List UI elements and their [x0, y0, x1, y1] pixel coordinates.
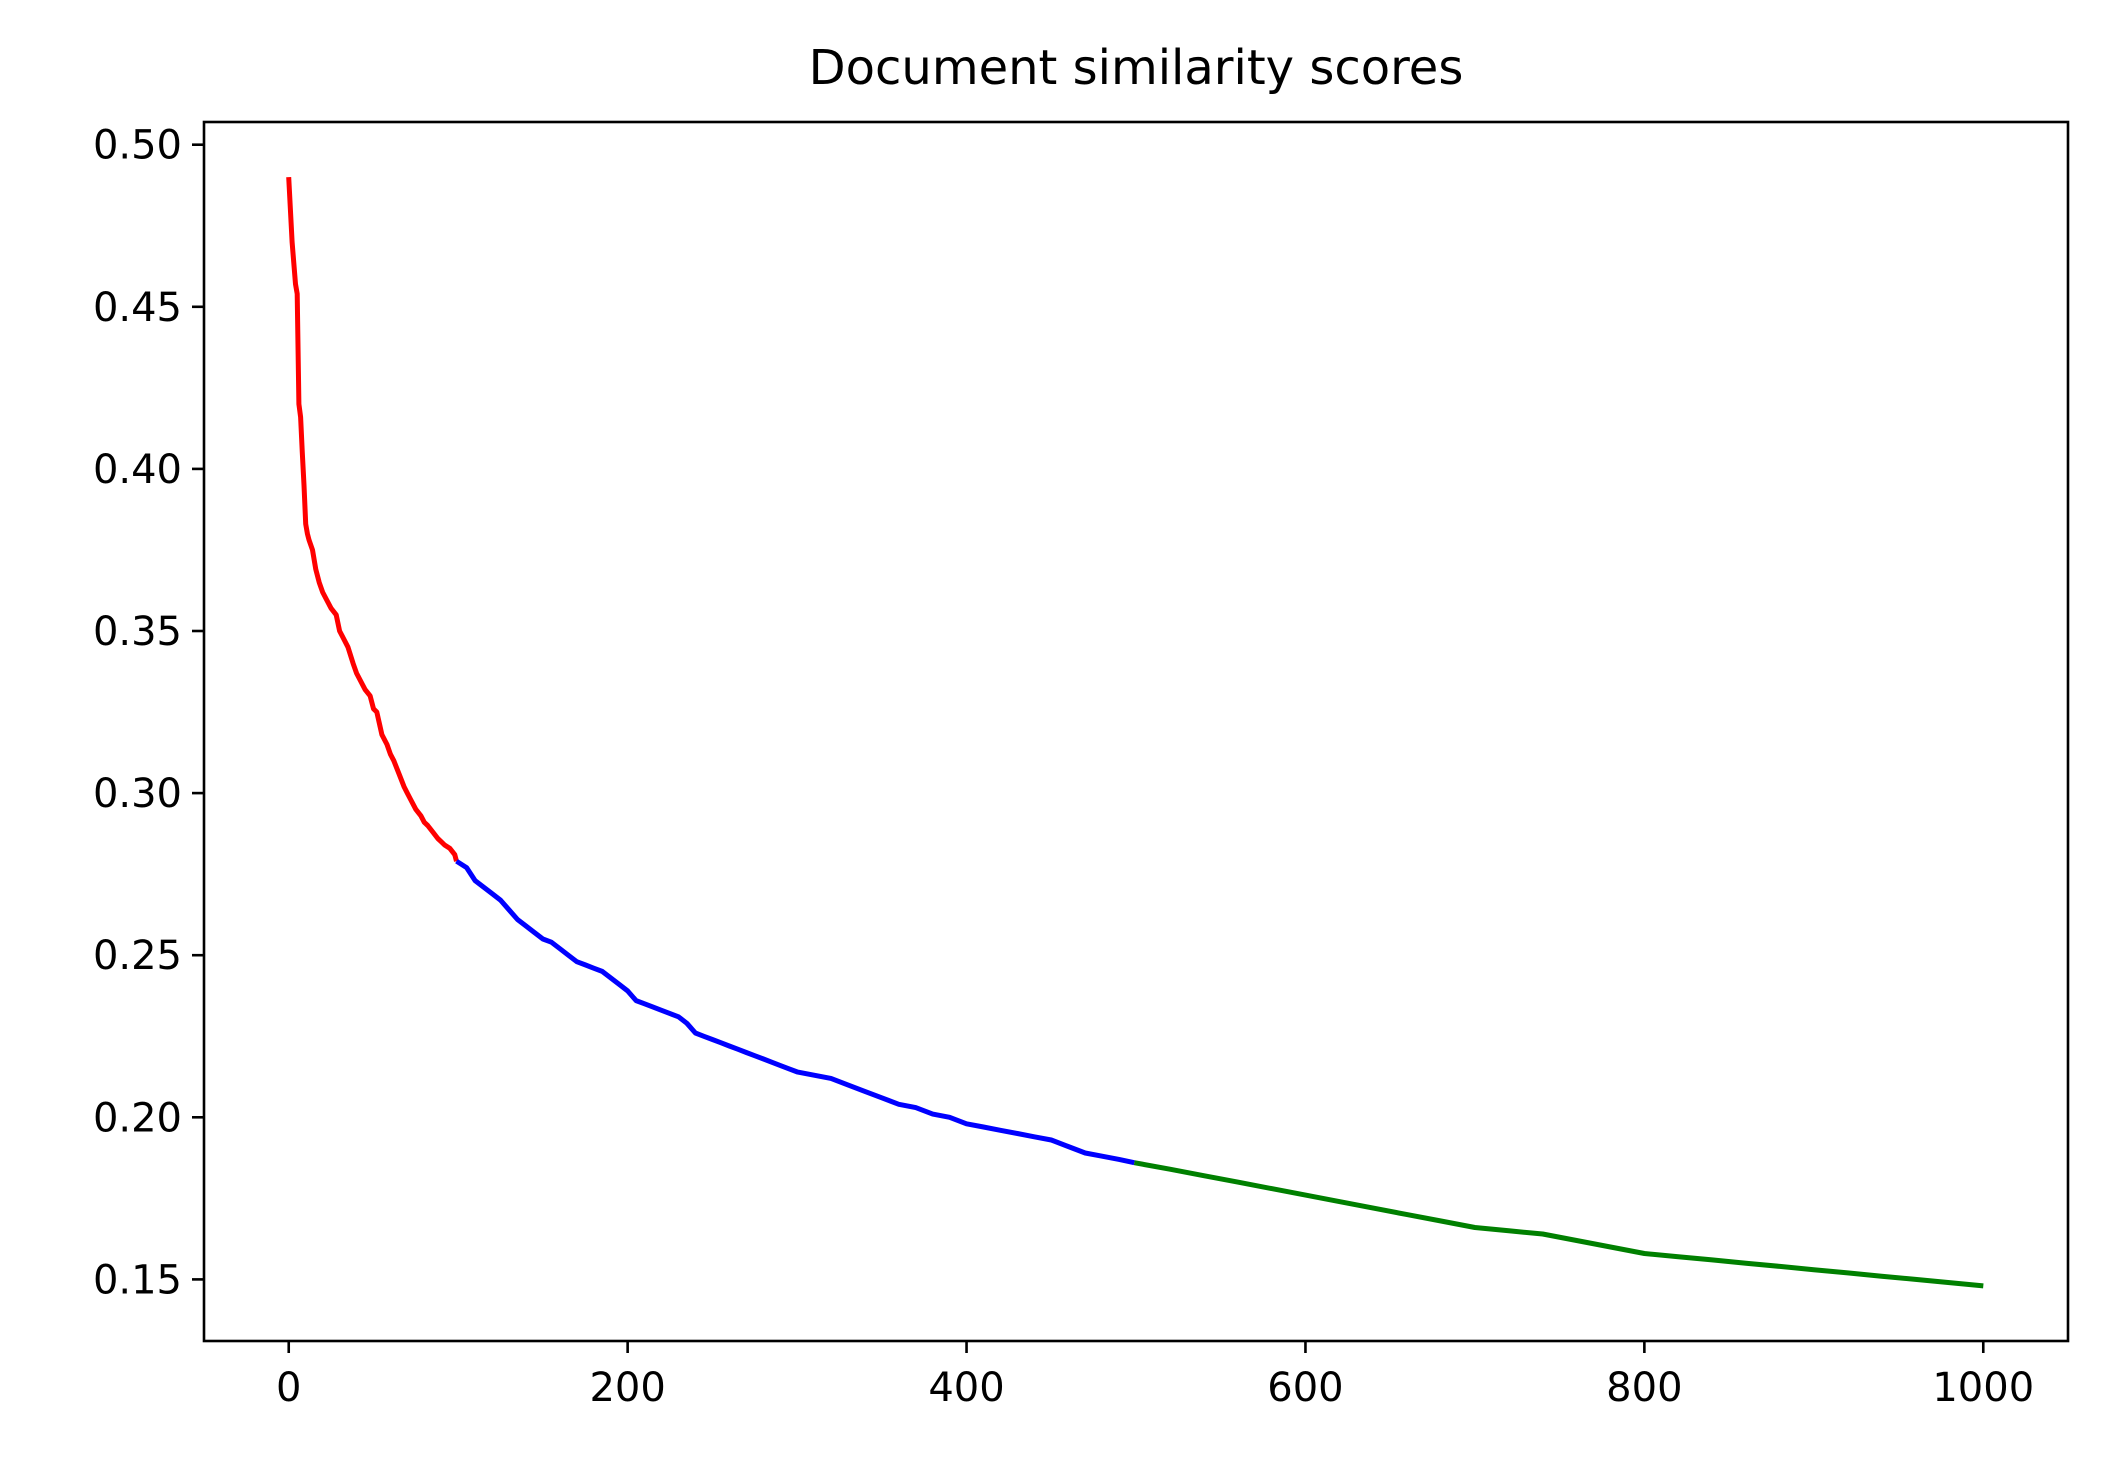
y-tick-label: 0.30 [93, 771, 182, 817]
plot-frame [202, 120, 2070, 1343]
y-tick-label: 0.20 [93, 1095, 182, 1141]
series-line-3 [1133, 1160, 1984, 1289]
x-axis: 0 200 400 600 800 1000 [276, 1341, 2034, 1411]
x-tick-label: 800 [1606, 1365, 1682, 1411]
x-tick-label: 200 [589, 1365, 665, 1411]
chart-title: Document similarity scores [809, 40, 1464, 96]
y-tick-label: 0.15 [93, 1257, 182, 1303]
x-tick-label: 1000 [1932, 1365, 2034, 1411]
y-tick-label: 0.45 [93, 285, 182, 331]
y-axis: 0.15 0.20 0.25 0.30 0.35 0.40 0.45 0.50 [93, 123, 204, 1303]
x-tick-label: 0 [276, 1365, 301, 1411]
y-tick-label: 0.40 [93, 447, 182, 493]
x-tick-label: 600 [1267, 1365, 1343, 1411]
x-tick-label: 400 [928, 1365, 1004, 1411]
y-tick-label: 0.35 [93, 609, 182, 655]
y-tick-label: 0.50 [93, 123, 182, 169]
y-tick-label: 0.25 [93, 933, 182, 979]
series-line-2 [455, 859, 1135, 1166]
series-layer [286, 176, 1984, 1289]
series-line-1 [286, 176, 459, 862]
